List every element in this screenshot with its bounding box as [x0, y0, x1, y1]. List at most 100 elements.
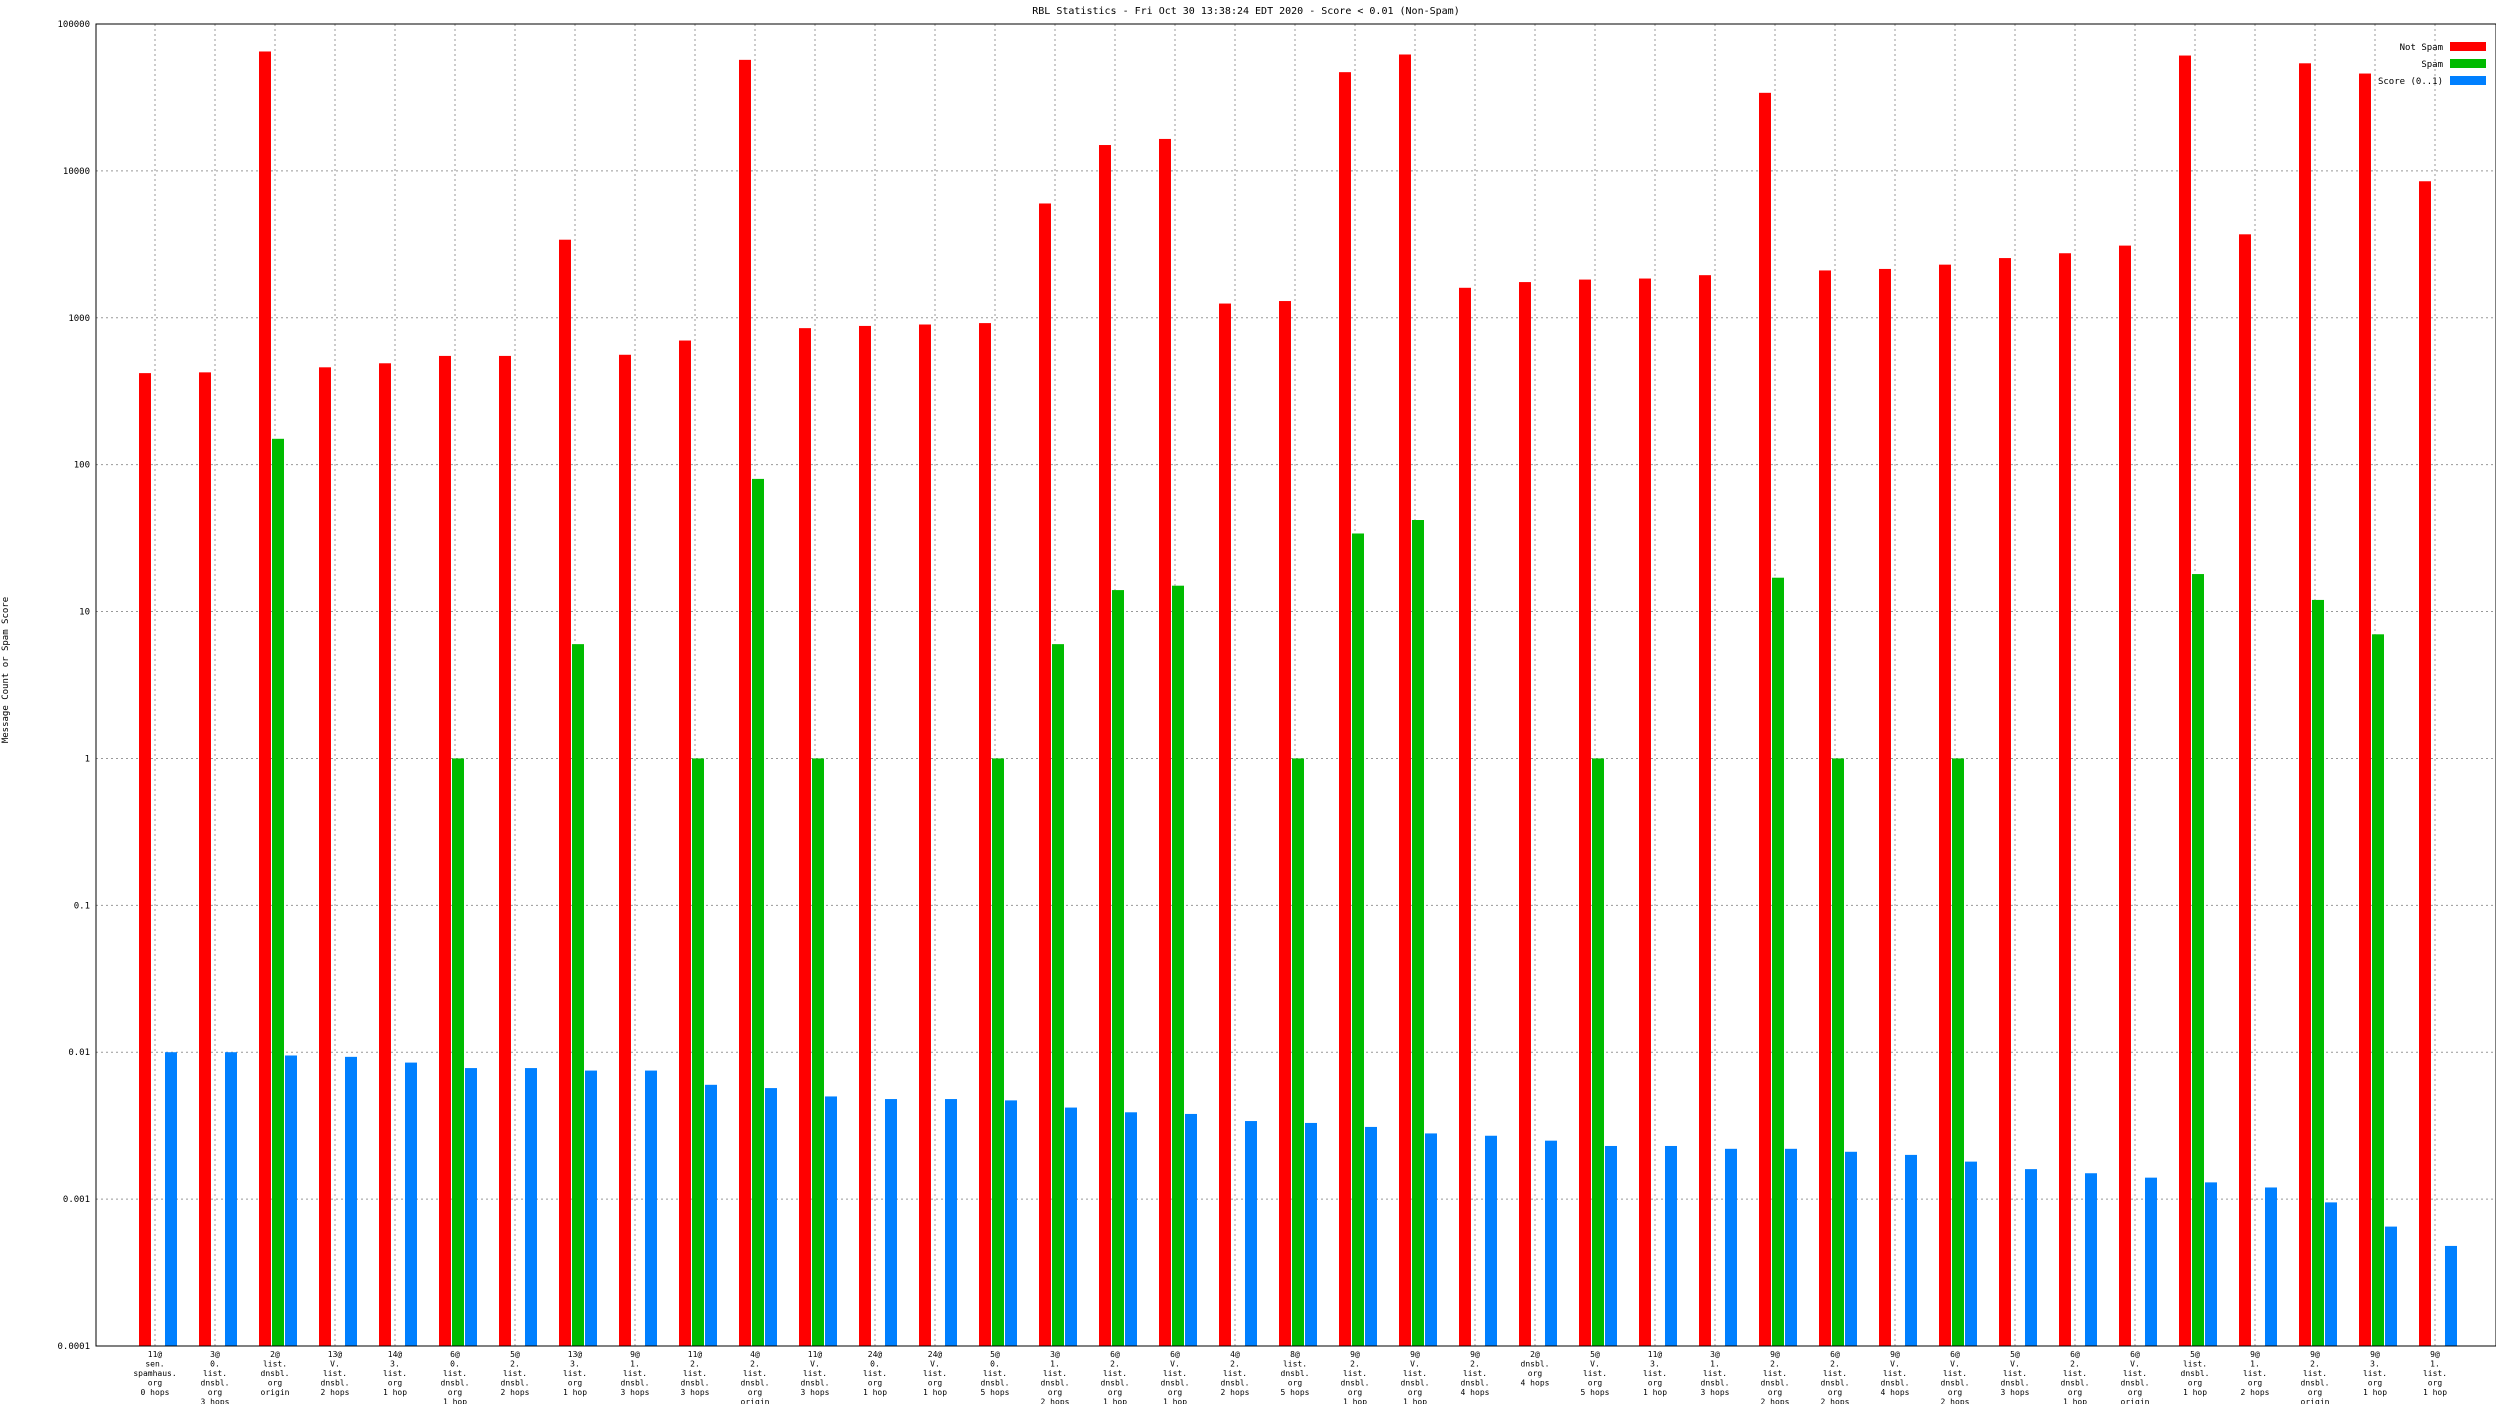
- x-tick-label-line: list.: [2183, 1360, 2207, 1369]
- x-tick-label-line: 13@: [568, 1350, 583, 1359]
- bar-spam: [1592, 758, 1604, 1346]
- y-tick-label: 0.01: [68, 1048, 90, 1058]
- bar-spam: [2372, 634, 2384, 1346]
- x-tick-label-line: list.: [1283, 1360, 1307, 1369]
- x-tick-label-line: V.: [1590, 1360, 1600, 1369]
- x-tick-label-line: dnsbl.: [801, 1379, 830, 1388]
- bar-score-0-1: [1605, 1145, 1617, 1346]
- x-tick-label-line: 1 hop: [923, 1388, 947, 1397]
- x-tick-label-line: 3 hops: [1701, 1388, 1730, 1397]
- x-tick-label-line: V.: [1890, 1360, 1900, 1369]
- x-tick-label-line: 2.: [690, 1360, 700, 1369]
- legend-label: Score (0..1): [2378, 77, 2443, 87]
- x-tick-label-line: 2.: [1230, 1360, 1240, 1369]
- x-tick-label-line: 1 hop: [2363, 1388, 2387, 1397]
- x-tick-label-line: 1 hop: [2063, 1398, 2087, 1404]
- legend-swatch: [2450, 76, 2486, 85]
- x-tick-label-line: list.: [1103, 1369, 1127, 1378]
- x-tick-label-line: 2 hops: [1761, 1398, 1790, 1404]
- x-tick-label-line: list.: [2123, 1369, 2147, 1378]
- x-tick-label-line: list.: [203, 1369, 227, 1378]
- x-tick-label-line: list.: [563, 1369, 587, 1378]
- bar-score-0-1: [2265, 1187, 2277, 1346]
- x-tick-label-line: 1.: [1050, 1360, 1060, 1369]
- bar-score-0-1: [2445, 1245, 2457, 1346]
- x-tick-label-line: 1.: [630, 1360, 640, 1369]
- x-tick-label-line: dnsbl.: [321, 1379, 350, 1388]
- x-tick-label-line: list.: [263, 1360, 287, 1369]
- bar-score-0-1: [2025, 1169, 2037, 1346]
- bar-not-spam: [859, 325, 871, 1347]
- bar-not-spam: [2119, 245, 2131, 1347]
- bar-score-0-1: [1185, 1113, 1197, 1346]
- x-tick-label-line: dnsbl.: [1881, 1379, 1910, 1388]
- x-tick-label: 11@2.list.dnsbl.3 hops: [681, 1350, 710, 1397]
- x-tick-label-line: dnsbl.: [2121, 1379, 2150, 1388]
- bar-spam: [1772, 577, 1784, 1346]
- x-tick-label-line: dnsbl.: [1701, 1379, 1730, 1388]
- x-tick-label-line: 2.: [2310, 1360, 2320, 1369]
- x-tick-label-line: list.: [1403, 1369, 1427, 1378]
- bar-score-0-1: [1845, 1151, 1857, 1346]
- bar-not-spam: [2239, 234, 2251, 1346]
- x-tick-label-line: dnsbl.: [1821, 1379, 1850, 1388]
- bar-not-spam: [2059, 253, 2071, 1347]
- x-tick-label-line: list.: [2243, 1369, 2267, 1378]
- x-tick-label: 5@V.list.dnsbl.3 hops: [2001, 1350, 2030, 1397]
- x-tick-label-line: org: [448, 1388, 463, 1397]
- bar-not-spam: [559, 239, 571, 1346]
- x-tick-label-line: list.: [623, 1369, 647, 1378]
- x-tick-label-line: 4@: [1230, 1350, 1240, 1359]
- x-tick-label-line: list.: [1043, 1369, 1067, 1378]
- x-tick-label-line: 6@: [1110, 1350, 1120, 1359]
- x-tick-label-line: 1 hop: [383, 1388, 407, 1397]
- x-tick-label-line: 2.: [510, 1360, 520, 1369]
- x-tick-label-line: 11@: [1648, 1350, 1663, 1359]
- x-tick-label-line: 5 hops: [981, 1388, 1010, 1397]
- bar-score-0-1: [1965, 1161, 1977, 1346]
- bar-not-spam: [979, 323, 991, 1347]
- x-tick-label: 3@1.list.dnsbl.3 hops: [1701, 1350, 1730, 1397]
- x-tick-label-line: dnsbl.: [1401, 1379, 1430, 1388]
- x-tick-label-line: 1 hop: [1163, 1398, 1187, 1404]
- x-tick-label-line: org: [1168, 1388, 1183, 1397]
- bar-not-spam: [1279, 301, 1291, 1346]
- x-tick-label: 13@V.list.dnsbl.2 hops: [321, 1350, 350, 1397]
- x-tick-label-line: 1.: [1710, 1360, 1720, 1369]
- x-tick-label-line: 1 hop: [1403, 1398, 1427, 1404]
- x-tick-label-line: org: [1288, 1379, 1303, 1388]
- y-tick-label: 1: [85, 754, 90, 764]
- bar-score-0-1: [1245, 1121, 1257, 1346]
- bars: [139, 51, 2457, 1347]
- bar-score-0-1: [1545, 1140, 1557, 1346]
- x-tick-label-line: list.: [2363, 1369, 2387, 1378]
- x-tick-label-line: dnsbl.: [1341, 1379, 1370, 1388]
- bar-score-0-1: [225, 1052, 237, 1346]
- x-tick-label-line: 2 hops: [501, 1388, 530, 1397]
- x-tick-label-line: org: [1588, 1379, 1603, 1388]
- x-tick-label-line: origin: [261, 1388, 290, 1397]
- x-tick-label-line: 5@: [510, 1350, 520, 1359]
- x-tick-label-line: list.: [863, 1369, 887, 1378]
- x-tick-label-line: 2.: [1770, 1360, 1780, 1369]
- x-tick-label-line: dnsbl.: [2301, 1379, 2330, 1388]
- bar-not-spam: [1159, 138, 1171, 1347]
- x-tick-label-line: 11@: [688, 1350, 703, 1359]
- bar-not-spam: [2419, 181, 2431, 1346]
- bar-score-0-1: [1785, 1148, 1797, 1346]
- x-tick-label-line: dnsbl.: [1161, 1379, 1190, 1388]
- bar-spam: [1112, 590, 1124, 1346]
- bar-score-0-1: [2085, 1173, 2097, 1346]
- bar-score-0-1: [1125, 1112, 1137, 1346]
- x-tick-label-line: list.: [1943, 1369, 1967, 1378]
- x-tick-label-line: origin: [2121, 1398, 2150, 1404]
- x-tick-label: 9@2.list.dnsbl.4 hops: [1461, 1350, 1490, 1397]
- x-tick-label-line: org: [388, 1379, 403, 1388]
